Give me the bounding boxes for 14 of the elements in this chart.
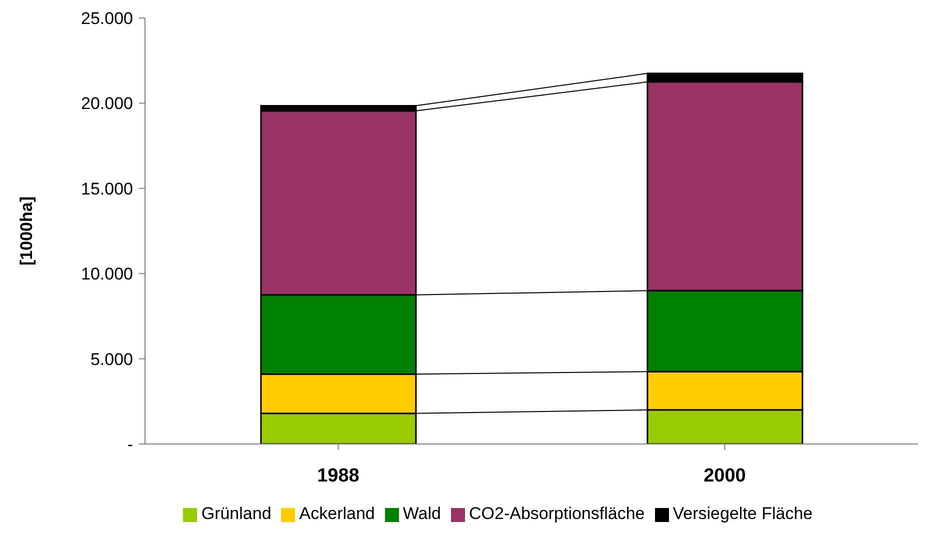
legend-label: Versiegelte Fläche bbox=[672, 504, 813, 523]
x-tick-label: 2000 bbox=[704, 465, 746, 486]
legend-label: CO2-Absorptionsfläche bbox=[469, 504, 645, 523]
x-tick-label: 1988 bbox=[317, 465, 360, 486]
y-tick-label: 15.000 bbox=[81, 179, 133, 198]
y-tick-label: - bbox=[127, 435, 133, 454]
legend-label: Ackerland bbox=[299, 504, 375, 523]
y-tick-label: 25.000 bbox=[81, 9, 133, 28]
y-tick-label: 10.000 bbox=[81, 264, 133, 284]
y-axis-title: [1000ha] bbox=[17, 196, 36, 266]
legend-label: Grünland bbox=[201, 504, 272, 523]
legend-label: Wald bbox=[402, 504, 441, 523]
y-tick-label: 5.000 bbox=[90, 350, 133, 369]
y-tick-label: 20.000 bbox=[81, 94, 133, 114]
